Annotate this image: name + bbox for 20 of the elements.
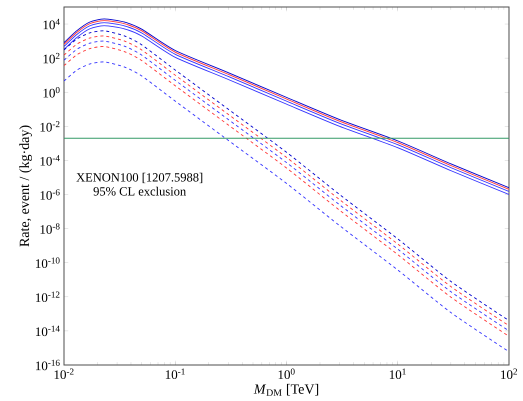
annotation: XENON100 [1207.5988] (76, 172, 202, 184)
y-tick-label: 10$^{-12}$ (36, 292, 60, 302)
y-tick-label: 10$^{-14}$ (36, 326, 60, 336)
x-tick-label: 10$^{-1}$ (166, 368, 185, 380)
x-tick-label: 10$^{0}$ (278, 368, 295, 380)
y-tick-label: 10$^{2}$ (44, 52, 60, 64)
y-tick-label: 10$^{-6}$ (40, 189, 60, 200)
x-axis-title: M$_{DM}$ [TeV] (254, 384, 318, 396)
y-tick-label: 10$^{-8}$ (40, 223, 60, 234)
y-tick-label: 10$^{-10}$ (36, 257, 60, 268)
x-tick-label: 10$^{1}$ (390, 368, 406, 380)
y-tick-label: 10$^{0}$ (44, 86, 60, 98)
y-tick-label: 10$^{-4}$ (40, 155, 60, 166)
annotation: 95% CL exclusion (94, 186, 186, 196)
x-tick-label: 10$^{-2}$ (54, 368, 74, 380)
y-axis-title: Rate, event / (kg·day) (19, 126, 32, 247)
y-tick-label: 10$^{4}$ (44, 18, 60, 30)
y-tick-label: 10$^{-2}$ (40, 121, 60, 132)
x-tick-label: 10$^{2}$ (501, 368, 518, 380)
y-tick-label: 10$^{-16}$ (36, 360, 60, 370)
